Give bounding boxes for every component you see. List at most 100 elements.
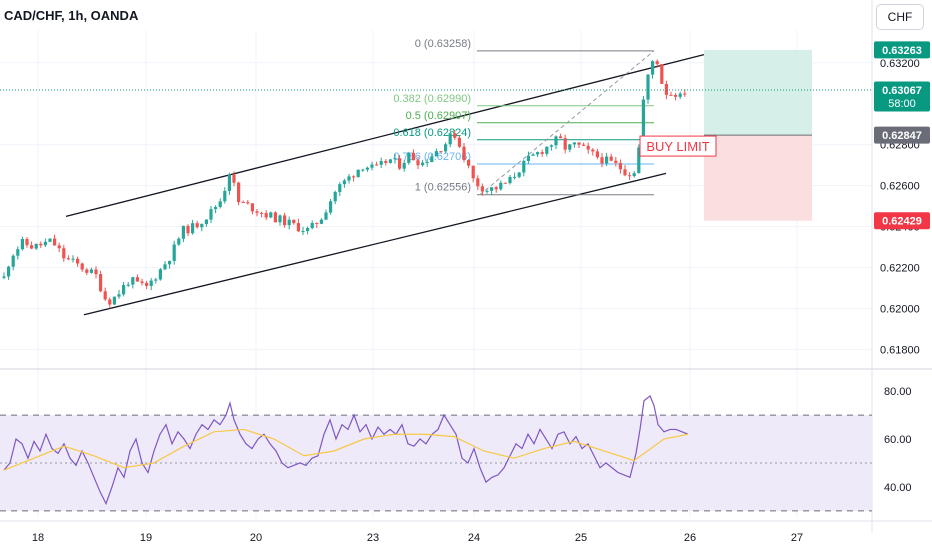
candle-body	[444, 144, 448, 152]
candle-body	[568, 144, 572, 150]
candle-body	[411, 152, 415, 161]
candle-body	[71, 258, 75, 260]
candle-body	[319, 219, 323, 224]
candle-body	[361, 169, 365, 171]
candle-body	[540, 152, 544, 154]
candle-body	[177, 238, 181, 245]
candle-body	[531, 154, 535, 156]
candle-body	[618, 162, 622, 170]
candle-body	[209, 209, 213, 220]
candle-body	[439, 151, 443, 153]
candle-body	[278, 215, 282, 223]
candle-body	[430, 156, 434, 163]
candle-body	[384, 161, 388, 163]
price-tag-target	[874, 41, 930, 59]
candle-body	[108, 299, 112, 305]
candle-body	[379, 161, 383, 165]
candle-body	[172, 244, 176, 261]
time-label: 18	[32, 532, 44, 544]
candle-body	[301, 231, 305, 233]
candle-body	[122, 285, 126, 295]
candle-body	[200, 224, 204, 228]
candle-body	[490, 187, 494, 191]
price-tick: 0.61800	[880, 345, 920, 357]
candle-body	[646, 74, 650, 100]
candle-body	[637, 147, 641, 174]
price-tag-value: 0.63067	[882, 85, 922, 97]
price-tag-value: 0.62847	[882, 130, 922, 142]
price-tag-stop	[874, 212, 930, 230]
candle-body	[416, 160, 420, 166]
candle-body	[595, 151, 599, 158]
candle-body	[62, 248, 66, 259]
candle-body	[126, 284, 130, 286]
fib-level-label: 0.382 (0.62990)	[393, 93, 471, 105]
price-tag-countdown: 58:00	[888, 98, 916, 110]
candle-body	[218, 201, 222, 207]
candle-body	[582, 144, 586, 146]
candle-body	[476, 178, 480, 187]
time-label: 20	[250, 532, 262, 544]
candle-body	[260, 212, 264, 214]
candle-body	[554, 136, 558, 146]
candle-body	[536, 152, 540, 155]
candle-body	[53, 238, 57, 246]
candle-body	[163, 264, 167, 270]
candle-body	[402, 162, 406, 169]
candle-body	[572, 142, 576, 145]
candle-body	[434, 151, 438, 157]
candle-body	[329, 201, 333, 213]
price-tag-last	[874, 81, 930, 112]
candle-body	[628, 175, 632, 177]
candle-body	[117, 294, 121, 297]
candle-body	[306, 228, 310, 232]
candle-body	[158, 269, 162, 280]
candle-body	[338, 184, 342, 192]
price-tag-entry	[874, 126, 930, 144]
candle-body	[16, 249, 20, 256]
candle-body	[342, 180, 346, 185]
time-label: 26	[684, 532, 696, 544]
candle-body	[425, 162, 429, 164]
rsi-tick: 80.00	[884, 386, 912, 398]
price-tick: 0.63200	[880, 58, 920, 70]
price-tick: 0.62600	[880, 181, 920, 193]
rsi-ma-line	[3, 428, 689, 471]
currency-button[interactable]: CHF	[876, 4, 924, 30]
candle-body	[683, 93, 687, 95]
candle-body	[448, 133, 452, 145]
candle-body	[503, 182, 507, 184]
stop-loss-zone	[704, 135, 812, 221]
candle-body	[103, 291, 107, 300]
candle-body	[246, 202, 250, 204]
buy-limit-label: BUY LIMIT	[646, 139, 709, 154]
candle-body	[559, 136, 563, 139]
candle-body	[605, 156, 609, 164]
price-tag-value: 0.63263	[882, 45, 922, 57]
price-tag-value: 0.62429	[882, 216, 922, 228]
candle-body	[269, 212, 273, 218]
candle-body	[517, 172, 521, 177]
take-profit-zone	[704, 49, 812, 136]
channel-upper-line	[65, 53, 705, 218]
candle-body	[609, 156, 613, 161]
candle-body	[250, 203, 254, 212]
candle-body	[660, 64, 664, 84]
candle-body	[365, 167, 369, 170]
candle-body	[296, 223, 300, 232]
time-label: 27	[791, 532, 803, 544]
candle-body	[494, 187, 498, 190]
position-zones	[704, 49, 812, 221]
candle-body	[480, 186, 484, 192]
candle-body	[181, 225, 185, 239]
candle-body	[99, 274, 103, 292]
candle-body	[112, 296, 116, 305]
candle-body	[310, 222, 314, 229]
candle-body	[20, 239, 24, 250]
candle-body	[89, 269, 93, 273]
candle-body	[375, 164, 379, 166]
fibonacci-retracement: 0 (0.63258)0.382 (0.62990)0.5 (0.62907)0…	[393, 38, 655, 196]
candle-body	[467, 160, 471, 166]
candle-body	[237, 182, 241, 203]
